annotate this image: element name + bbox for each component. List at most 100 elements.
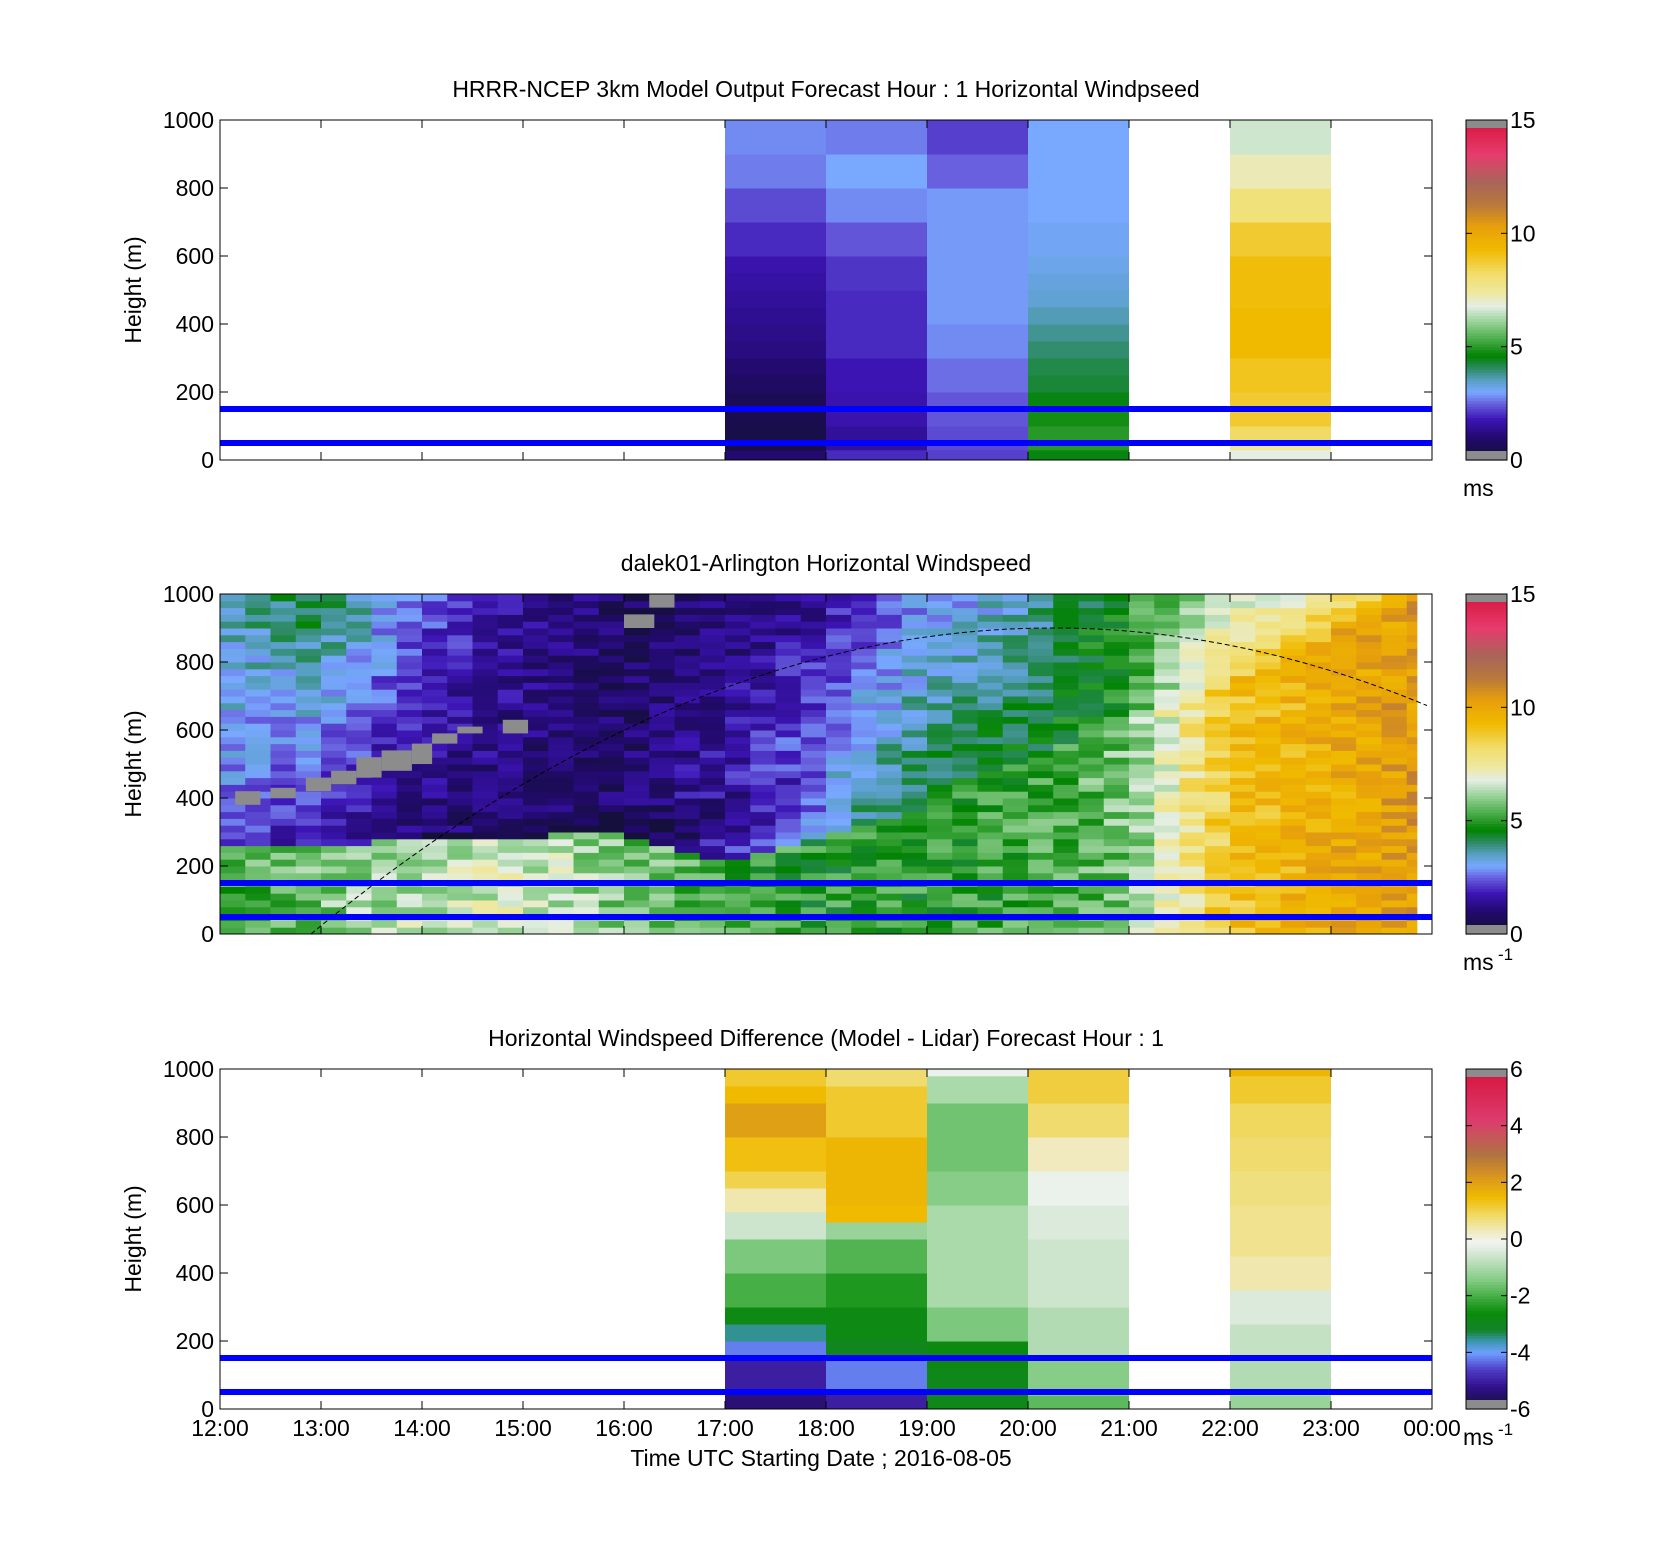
- data-cell: [1280, 804, 1307, 813]
- data-cell: [674, 770, 701, 779]
- data-cell: [1406, 621, 1418, 629]
- data-cell: [876, 838, 903, 847]
- data-cell: [1002, 770, 1029, 779]
- data-cell: [295, 621, 322, 629]
- colorbar-cell: [1466, 120, 1507, 128]
- data-cell: [1204, 750, 1231, 758]
- data-cell: [523, 743, 549, 751]
- data-cell: [245, 736, 271, 745]
- y-tick-label: 800: [176, 175, 214, 201]
- data-cell: [952, 764, 978, 772]
- data-cell: [321, 730, 347, 738]
- data-cell: [750, 764, 776, 772]
- data-cell: [800, 886, 827, 894]
- data-cell: [1356, 655, 1382, 663]
- data-cell: [977, 770, 1004, 779]
- data-cell: [1280, 818, 1307, 826]
- data-cell: [927, 682, 953, 690]
- data-cell: [573, 634, 600, 643]
- data-cell: [699, 736, 726, 745]
- colorbar-cell: [1466, 1239, 1507, 1243]
- data-cell: [952, 818, 978, 826]
- missing-data-patch: [649, 594, 675, 608]
- data-cell: [851, 648, 877, 656]
- data-cell: [952, 736, 978, 745]
- data-cell: [497, 709, 524, 717]
- data-cell: [927, 825, 953, 833]
- colorbar-cell: [1466, 1173, 1507, 1178]
- colorbar-cell: [1466, 258, 1507, 263]
- data-cell: [1204, 838, 1231, 847]
- data-cell: [1129, 866, 1155, 874]
- data-cell: [977, 757, 1004, 765]
- data-cell: [927, 594, 953, 602]
- data-cell: [1028, 757, 1054, 765]
- data-cell: [750, 872, 776, 881]
- data-cell: [1154, 845, 1180, 853]
- data-cell: [548, 641, 574, 649]
- data-cell: [1406, 798, 1418, 806]
- data-cell: [1028, 188, 1129, 223]
- data-cell: [346, 655, 372, 663]
- data-cell: [725, 675, 751, 683]
- data-cell: [1406, 723, 1418, 731]
- data-cell: [1129, 832, 1155, 840]
- data-cell: [1078, 859, 1105, 867]
- data-cell: [674, 655, 701, 663]
- colorbar-cell: [1466, 219, 1507, 223]
- colorbar-cell: [1466, 1394, 1507, 1399]
- data-cell: [1028, 798, 1054, 806]
- colorbar-cell: [1466, 843, 1507, 847]
- data-cell: [321, 852, 347, 860]
- data-cell: [1028, 621, 1054, 629]
- data-cell: [851, 750, 877, 758]
- colorbar-cell: [1466, 911, 1507, 915]
- colorbar-cell: [1466, 662, 1507, 666]
- data-cell: [245, 675, 271, 683]
- data-cell: [1179, 736, 1206, 745]
- data-cell: [1002, 927, 1029, 934]
- data-cell: [1356, 716, 1382, 724]
- data-cell: [901, 600, 928, 609]
- colorbar-cell: [1466, 324, 1507, 328]
- data-cell: [346, 886, 372, 894]
- data-cell: [1305, 845, 1332, 853]
- colorbar-cell: [1466, 202, 1507, 206]
- data-cell: [1179, 696, 1206, 704]
- colorbar-cell: [1466, 236, 1507, 240]
- data-cell: [472, 628, 499, 636]
- data-cell: [1280, 743, 1307, 751]
- data-cell: [245, 770, 271, 779]
- data-cell: [1280, 866, 1307, 874]
- data-cell: [1280, 736, 1307, 745]
- data-cell: [1331, 920, 1357, 928]
- data-cell: [1356, 736, 1382, 745]
- colorbar-cell: [1466, 908, 1507, 912]
- data-cell: [1078, 832, 1105, 840]
- data-cell: [295, 838, 322, 847]
- data-cell: [1230, 1395, 1331, 1409]
- colorbar-cell: [1466, 1335, 1507, 1339]
- data-cell: [1002, 832, 1029, 840]
- data-cell: [699, 607, 726, 615]
- data-cell: [396, 716, 423, 724]
- data-cell: [977, 614, 1004, 622]
- data-cell: [901, 757, 928, 765]
- data-cell: [1406, 614, 1418, 622]
- data-cell: [1406, 655, 1418, 663]
- colorbar-cell: [1466, 781, 1507, 785]
- data-cell: [1129, 804, 1155, 813]
- data-cell: [674, 702, 701, 711]
- data-cell: [624, 852, 650, 860]
- data-cell: [1305, 709, 1332, 717]
- data-cell: [321, 832, 347, 840]
- data-cell: [800, 866, 827, 874]
- data-cell: [927, 1307, 1028, 1342]
- data-cell: [750, 818, 776, 826]
- data-cell: [1179, 920, 1206, 928]
- x-tick-label: 19:00: [898, 1415, 956, 1441]
- data-cell: [295, 893, 322, 901]
- colorbar-cell: [1466, 820, 1507, 825]
- colorbar-cell: [1466, 902, 1507, 907]
